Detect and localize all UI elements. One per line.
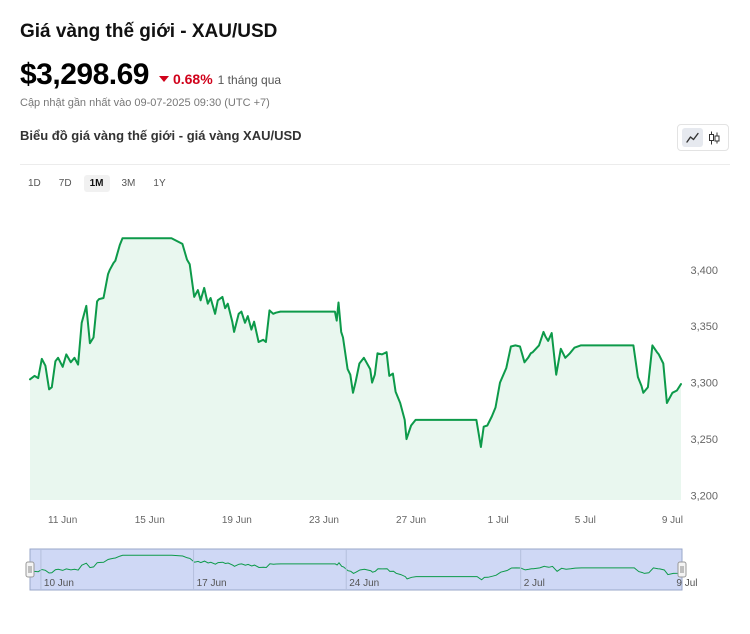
last-updated: Cập nhật gần nhất vào 09-07-2025 09:30 (… — [20, 97, 270, 109]
navigator-left-handle[interactable] — [25, 561, 35, 578]
x-tick-label: 9 Jul — [662, 515, 683, 526]
price-summary: $3,298.69 0.68% 1 tháng qua — [20, 58, 281, 92]
x-tick-label: 19 Jun — [222, 515, 252, 526]
x-tick-label: 23 Jun — [309, 515, 339, 526]
current-price: $3,298.69 — [20, 58, 149, 91]
y-tick-label: 3,250 — [690, 434, 718, 446]
range-1d[interactable]: 1D — [28, 178, 41, 189]
x-tick-label: 11 Jun — [48, 515, 77, 526]
handle-body — [677, 561, 687, 578]
x-tick-label: 15 Jun — [135, 515, 165, 526]
x-tick-label: 1 Jul — [488, 515, 509, 526]
range-selector: 1D 7D 1M 3M 1Y — [22, 175, 172, 192]
candlestick-icon — [709, 131, 720, 144]
y-tick-label: 3,350 — [690, 321, 718, 333]
line-chart-button[interactable] — [681, 128, 703, 147]
y-tick-label: 3,200 — [690, 490, 718, 502]
navigator-right-handle[interactable] — [677, 561, 687, 578]
change-period: 1 tháng qua — [217, 73, 282, 87]
price-change: 0.68% 1 tháng qua — [158, 71, 282, 87]
navigator-date-label: 9 Jul — [676, 578, 697, 589]
range-7d[interactable]: 7D — [58, 178, 72, 189]
chart-title: Biểu đồ giá vàng thế giới - giá vàng XAU… — [20, 128, 302, 143]
page-title: Giá vàng thế giới - XAU/USD — [20, 21, 278, 42]
divider — [20, 164, 730, 165]
handle-body — [25, 561, 35, 578]
price-line — [29, 237, 682, 448]
navigator-date-label: 17 Jun — [197, 578, 227, 589]
x-tick-label: 5 Jul — [575, 515, 596, 526]
down-arrow-icon — [158, 76, 169, 82]
range-1m[interactable]: 1M — [83, 175, 110, 192]
change-percent: 0.68% — [172, 71, 213, 87]
navigator-date-label: 2 Jul — [524, 578, 545, 589]
x-tick-label: 27 Jun — [396, 515, 426, 526]
candlestick-chart-button[interactable] — [704, 128, 725, 147]
navigator-window[interactable] — [29, 548, 683, 591]
navigator-line — [29, 554, 683, 581]
navigator-date-label: 24 Jun — [349, 578, 379, 589]
y-tick-label: 3,400 — [690, 265, 718, 277]
range-navigator[interactable]: 10 Jun 17 Jun 24 Jun 2 Jul 9 Jul — [0, 544, 750, 594]
range-3m[interactable]: 3M — [121, 178, 136, 189]
price-area — [30, 238, 681, 500]
y-tick-label: 3,300 — [690, 378, 718, 390]
range-1y[interactable]: 1Y — [153, 178, 166, 189]
line-chart-icon — [685, 132, 699, 143]
navigator-date-label: 10 Jun — [44, 578, 74, 589]
price-chart[interactable]: 3,200 3,250 3,300 3,350 3,400 11 Jun 15 Jun 19 … — [0, 200, 750, 535]
chart-type-toggle — [677, 124, 729, 151]
